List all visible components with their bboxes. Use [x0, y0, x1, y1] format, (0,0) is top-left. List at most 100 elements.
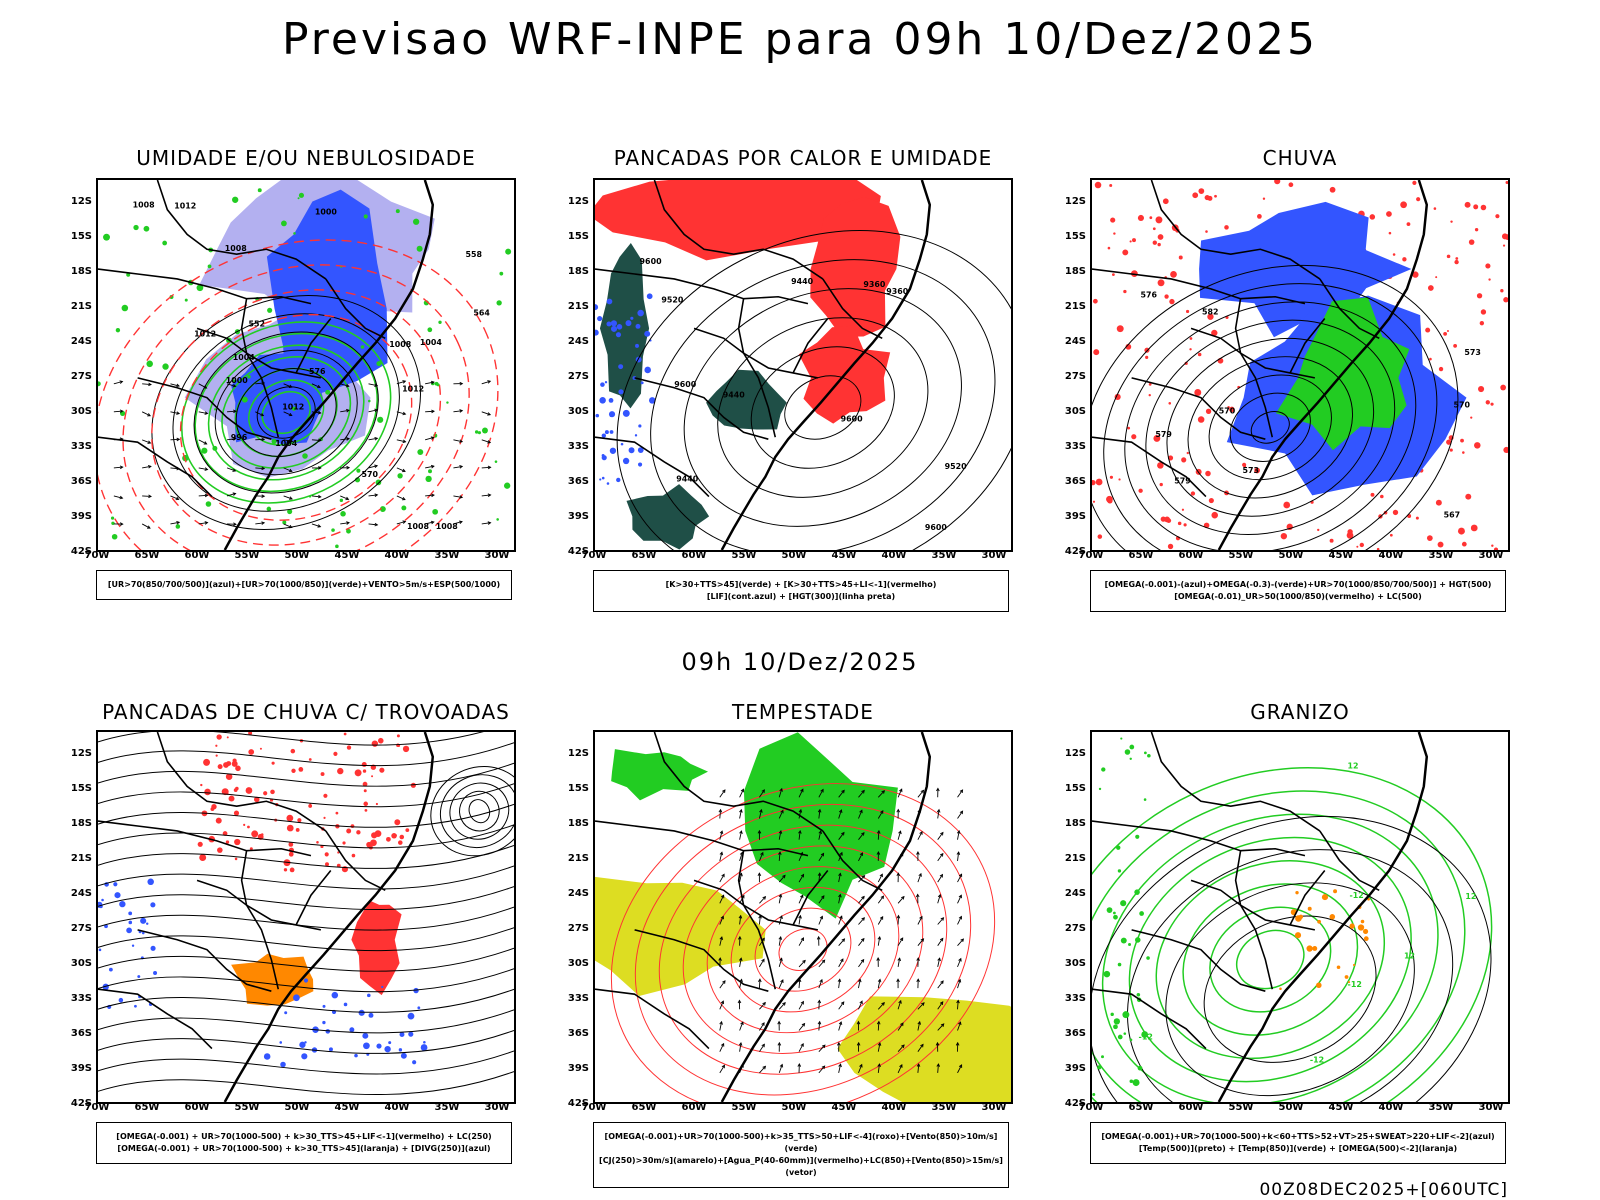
latitude-label: 21S	[567, 853, 589, 864]
instability-area-dark	[706, 369, 787, 430]
contour-label: 1012	[402, 385, 424, 394]
longitude-label: 60W	[681, 1102, 707, 1113]
storm-map-svg	[595, 732, 1011, 1102]
latitude-label: 33S	[567, 993, 589, 1004]
legend-line: [OMEGA(-0.001)-(azul)+OMEGA(-0.3)-(verde…	[1104, 580, 1492, 589]
political-border	[737, 850, 819, 931]
humidity-panel-title: UMIDADE E/OU NEBULOSIDADE	[136, 146, 476, 170]
coastline	[1217, 180, 1429, 550]
thunderstorm-showers-panel-title: PANCADAS DE CHUVA C/ TROVOADAS	[102, 700, 510, 724]
contour-label: 582	[1202, 308, 1219, 317]
legend-line: [LIF](cont.azul) + [HGT(300)](linha pret…	[706, 592, 896, 601]
longitude-label: 60W	[184, 1102, 210, 1113]
contour-label: 564	[473, 309, 490, 318]
latitude-label: 24S	[70, 336, 92, 347]
contour-label: 558	[465, 250, 482, 259]
longitude-label: 60W	[681, 550, 707, 561]
longitude-label: 35W	[434, 550, 460, 561]
thunderstorm-showers-legend: [OMEGA(-0.001) + UR>70(1000-500) + k>30_…	[96, 1122, 512, 1164]
humidity-map[interactable]: 1012 1012 1012 1012 1008 1008 1004 1000 996 1008 1…	[96, 178, 516, 552]
latitude-label: 12S	[1064, 748, 1086, 759]
rain-legend: [OMEGA(-0.001)-(azul)+OMEGA(-0.3)-(verde…	[1090, 570, 1506, 612]
longitude-label: 50W	[781, 550, 807, 561]
political-border	[792, 870, 829, 926]
storm-area-red	[351, 901, 402, 996]
contour-label: 1008	[407, 522, 430, 531]
contour-label: 1008	[436, 522, 459, 531]
political-border	[98, 820, 312, 857]
hail-legend: [OMEGA(-0.001)+UR>70(1000-500)+k<60+TTS>…	[1090, 1122, 1506, 1164]
contour-label: 579	[1174, 477, 1191, 486]
latitude-label: 27S	[70, 371, 92, 382]
longitude-label: 70W	[84, 550, 110, 561]
longitude-label: 50W	[1278, 550, 1304, 561]
latitude-label: 18S	[1064, 266, 1086, 277]
latitude-label: 18S	[567, 818, 589, 829]
longitude-label: 40W	[1378, 1102, 1404, 1113]
contour-label: -12	[1348, 980, 1362, 989]
heat-showers-map-svg: 9600 9600 9600 9600 9520 9520 9440 9440 9360 9440…	[595, 180, 1011, 550]
contour-label: 573	[1243, 466, 1260, 475]
latitude-label: 30S	[567, 406, 589, 417]
political-border	[693, 327, 777, 438]
contour-label: 12	[1465, 892, 1476, 901]
contour-label: 1008	[389, 340, 412, 349]
political-border	[1319, 830, 1380, 891]
longitude-label: 65W	[631, 1102, 657, 1113]
longitude-label: 70W	[581, 1102, 607, 1113]
humidity-map-svg: 1012 1012 1012 1012 1008 1008 1004 1000 996 1008 1…	[98, 180, 512, 550]
longitude-label: 65W	[134, 550, 160, 561]
longitude-label: 70W	[581, 550, 607, 561]
legend-line: [OMEGA(-0.001) + UR>70(1000-500) + k>30_…	[117, 1144, 491, 1153]
thunderstorm-showers-map[interactable]	[96, 730, 516, 1104]
political-border	[693, 879, 777, 990]
longitude-label: 65W	[1128, 1102, 1154, 1113]
contour-label: 570	[1219, 406, 1236, 415]
political-border	[822, 278, 883, 339]
latitude-label: 42S	[1064, 1098, 1086, 1109]
hail-map[interactable]: -12 -12 -12 -12 12 12 12	[1090, 730, 1510, 1104]
contour-label: 9360	[863, 280, 886, 289]
longitude-label: 30W	[981, 550, 1007, 561]
latitude-label: 36S	[567, 1028, 589, 1039]
latitude-label: 30S	[567, 958, 589, 969]
latitude-label: 15S	[1064, 783, 1086, 794]
storm-area-red	[197, 732, 416, 873]
storm-map[interactable]	[593, 730, 1013, 1104]
longitude-label: 70W	[1078, 550, 1104, 561]
contour-label: 9600	[640, 257, 663, 266]
latitude-label: 21S	[70, 853, 92, 864]
political-border	[822, 830, 883, 891]
legend-line: [Temp(500)](preto) + [Temp(850)](verde) …	[1138, 1144, 1458, 1153]
lifted-index-contours	[595, 293, 656, 485]
run-info-footer: 00Z08DEC2025+[060UTC]	[1259, 1180, 1508, 1200]
latitude-label: 36S	[567, 476, 589, 487]
contour-labels: -12 -12 -12 -12 12 12 12	[1139, 762, 1477, 1065]
divergence-contours	[98, 878, 158, 1010]
longitude-label: 55W	[731, 1102, 757, 1113]
storm-panel-title: TEMPESTADE	[732, 700, 874, 724]
political-border	[295, 318, 332, 374]
political-border	[792, 318, 829, 374]
longitude-label: 35W	[1428, 1102, 1454, 1113]
latitude-label: 24S	[567, 888, 589, 899]
political-border	[1319, 278, 1380, 339]
latitude-label: 18S	[70, 266, 92, 277]
political-border	[737, 298, 819, 379]
political-border	[595, 436, 710, 498]
contour-label: 9600	[925, 523, 948, 532]
contour-label: 12	[1348, 762, 1359, 771]
hail-map-svg: -12 -12 -12 -12 12 12 12	[1092, 732, 1493, 1102]
longitude-label: 40W	[881, 550, 907, 561]
pressure-contours	[151, 294, 421, 530]
latitude-label: 39S	[1064, 1063, 1086, 1074]
rain-map[interactable]: 582 579 576 573 570 573 567 570 579	[1090, 178, 1510, 552]
latitude-label: 12S	[567, 748, 589, 759]
heat-showers-map[interactable]: 9600 9600 9600 9600 9520 9520 9440 9440 9360 9440…	[593, 178, 1013, 552]
political-border	[1190, 879, 1274, 990]
latitude-label: 15S	[1064, 231, 1086, 242]
longitude-label: 45W	[831, 1102, 857, 1113]
temp500-contours	[1092, 815, 1492, 1102]
latitude-label: 27S	[567, 371, 589, 382]
longitude-label: 40W	[384, 1102, 410, 1113]
